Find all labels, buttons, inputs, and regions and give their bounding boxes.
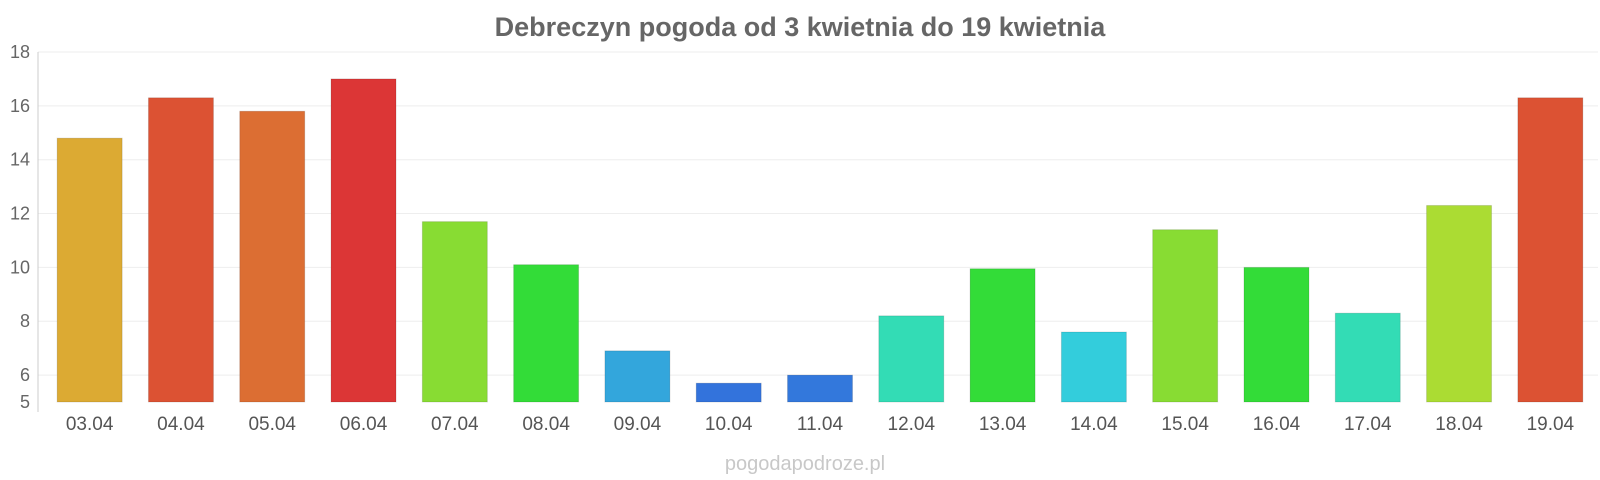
chart-title: Debreczyn pogoda od 3 kwietnia do 19 kwi… [495,12,1107,42]
bar-16.04 [1243,266,1310,403]
x-tick-label: 15.04 [1161,414,1209,435]
y-tick-label: 10 [10,257,30,277]
x-tick-label: 05.04 [248,414,296,435]
y-tick-label: 6 [20,365,30,385]
x-tick-label: 07.04 [431,414,479,435]
watermark: pogodapodroze.pl [725,453,885,475]
x-tick-label: 11.04 [797,414,844,435]
x-tick-label: 13.04 [979,414,1027,435]
x-tick-label: 08.04 [522,414,570,435]
bar-18.04 [1426,204,1493,403]
bar-04.04 [147,97,214,403]
bar-07.04 [421,221,488,403]
bars [56,78,1584,403]
x-tick-label: 14.04 [1070,414,1118,435]
x-tick-label: 09.04 [614,414,662,435]
x-axis: 03.04 04.04 05.04 06.04 07.04 08.04 09.04 10.04… [66,414,1575,435]
bar-13.04 [969,268,1036,403]
x-tick-label: 19.04 [1527,414,1575,435]
x-tick-label: 04.04 [157,414,205,435]
y-axis: 5 6 8 10 12 14 16 18 [10,42,30,412]
bar-19.04 [1517,97,1584,403]
bar-06.04 [330,78,397,403]
bar-14.04 [1060,331,1127,403]
bar-15.04 [1152,229,1219,403]
bar-11.04 [787,374,853,403]
x-tick-label: 10.04 [705,414,753,435]
bar-05.04 [239,110,306,403]
y-tick-label: 16 [10,96,30,116]
x-tick-label: 06.04 [340,414,388,435]
bar-09.04 [604,350,671,403]
bar-17.04 [1334,312,1401,403]
x-tick-label: 17.04 [1344,414,1392,435]
bar-12.04 [878,315,945,403]
x-tick-label: 12.04 [888,414,936,435]
x-tick-label: 16.04 [1253,414,1301,435]
y-tick-label: 5 [20,392,30,412]
bar-03.04 [56,137,123,403]
y-tick-label: 12 [10,204,30,224]
bar-10.04 [695,382,762,403]
y-tick-label: 14 [10,150,30,170]
x-tick-label: 03.04 [66,414,114,435]
x-tick-label: 18.04 [1435,414,1483,435]
y-tick-label: 8 [20,311,30,331]
bar-08.04 [513,264,580,403]
y-tick-label: 18 [10,42,30,62]
